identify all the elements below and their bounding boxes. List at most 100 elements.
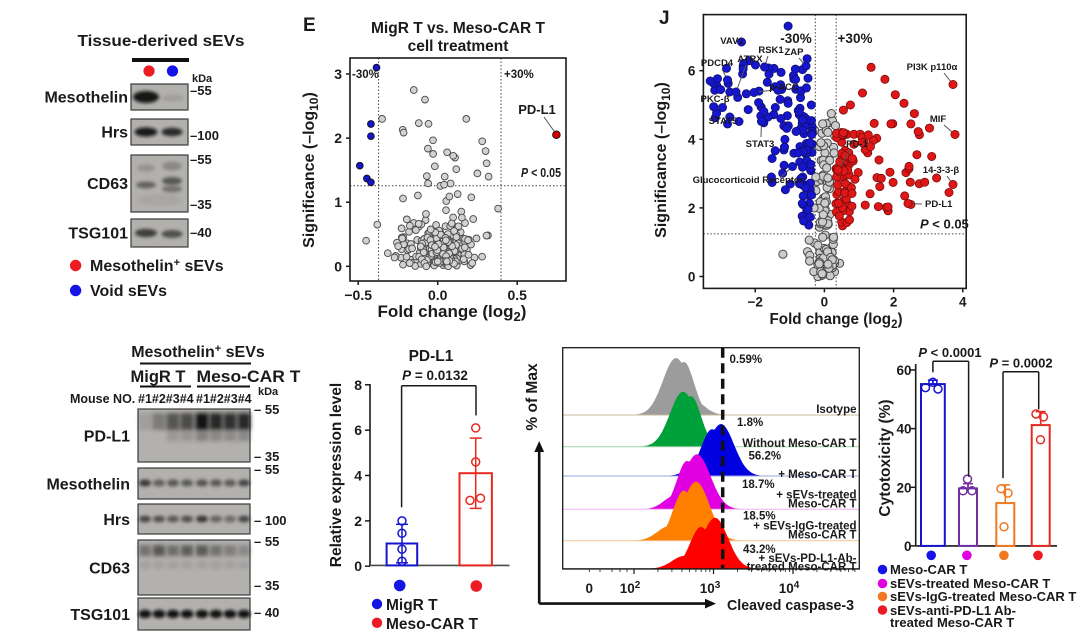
svg-text:18.7%: 18.7%: [742, 479, 775, 491]
svg-text:Mouse NO.: Mouse NO.: [70, 392, 135, 406]
svg-text:0.0: 0.0: [428, 287, 448, 303]
svg-text:3: 3: [334, 66, 342, 82]
svg-text:Tissue-derived sEVs: Tissue-derived sEVs: [78, 33, 245, 50]
svg-text:PD-1: PD-1: [846, 139, 868, 150]
svg-text:MIF: MIF: [930, 114, 947, 125]
svg-text:– 55: – 55: [254, 534, 279, 549]
svg-text:Meso-CAR T: Meso-CAR T: [788, 498, 856, 510]
svg-text:MigR T: MigR T: [131, 368, 186, 386]
svg-text:E: E: [303, 15, 316, 36]
svg-text:PKC-β: PKC-β: [700, 94, 729, 105]
svg-text:Isotype: Isotype: [816, 404, 856, 416]
svg-text:Significance (–log10): Significance (–log10): [653, 82, 673, 238]
svg-text:102: 102: [620, 580, 641, 596]
svg-text:1.8%: 1.8%: [737, 417, 763, 429]
svg-text:2: 2: [354, 513, 362, 529]
svg-text:– 35: – 35: [254, 578, 279, 593]
svg-text:Without Meso-CAR T: Without Meso-CAR T: [742, 438, 856, 450]
svg-text:Hrs: Hrs: [103, 512, 130, 529]
svg-text:0.5: 0.5: [507, 287, 527, 303]
svg-text:0: 0: [904, 539, 912, 554]
svg-text:PD-L1: PD-L1: [84, 429, 130, 446]
svg-text:STAT5: STAT5: [709, 116, 738, 127]
svg-text:43.2%: 43.2%: [743, 544, 776, 556]
svg-text:0: 0: [821, 294, 829, 309]
svg-text:sEVs-IgG-treated Meso-CAR T: sEVs-IgG-treated Meso-CAR T: [890, 589, 1076, 604]
svg-text:MigR T vs. Meso-CAR T: MigR T vs. Meso-CAR T: [371, 20, 545, 37]
svg-text:J: J: [659, 8, 670, 29]
svg-text:Relative expression level: Relative expression level: [328, 383, 345, 567]
svg-text:–55: –55: [190, 152, 212, 167]
svg-text:p-ACC: p-ACC: [769, 82, 799, 93]
svg-text:Mesothelin: Mesothelin: [46, 477, 130, 494]
svg-text:−2: −2: [747, 294, 762, 309]
svg-text:kDa: kDa: [192, 73, 213, 85]
svg-text:P < 0.05: P < 0.05: [920, 217, 969, 232]
svg-text:+30%: +30%: [838, 31, 873, 46]
svg-text:– 55: – 55: [254, 402, 279, 417]
svg-text:Hrs: Hrs: [101, 125, 128, 142]
svg-text:6: 6: [354, 422, 362, 438]
svg-text:+30%: +30%: [504, 69, 534, 81]
svg-text:Fold change (log2): Fold change (log2): [378, 302, 527, 324]
svg-text:CD63: CD63: [87, 176, 128, 193]
svg-text:Cytotoxicity (%): Cytotoxicity (%): [877, 399, 894, 516]
svg-text:60: 60: [896, 363, 911, 378]
svg-text:RSK1: RSK1: [758, 45, 784, 56]
svg-text:STAT3: STAT3: [746, 139, 775, 150]
svg-text:Meso-CAR T: Meso-CAR T: [788, 529, 856, 541]
svg-text:P < 0.05: P < 0.05: [521, 166, 561, 180]
svg-text:–100: –100: [190, 128, 219, 143]
svg-text:20: 20: [896, 480, 911, 495]
svg-text:56.2%: 56.2%: [749, 451, 782, 463]
svg-text:– 55: – 55: [254, 462, 279, 477]
svg-text:TSG101: TSG101: [70, 607, 130, 624]
svg-text:Void sEVs: Void sEVs: [90, 283, 167, 300]
svg-text:treated Meso-CAR T: treated Meso-CAR T: [747, 562, 857, 574]
svg-text:% of Max: % of Max: [524, 363, 541, 431]
svg-text:treated Meso-CAR T: treated Meso-CAR T: [890, 615, 1014, 630]
svg-text:4: 4: [354, 468, 362, 484]
svg-text:CD63: CD63: [89, 561, 130, 578]
svg-text:cell treatment: cell treatment: [408, 38, 509, 55]
svg-text:–40: –40: [190, 225, 212, 240]
svg-text:14-3-3-β: 14-3-3-β: [923, 165, 960, 176]
svg-text:4: 4: [688, 132, 696, 147]
svg-text:6: 6: [688, 64, 696, 79]
svg-text:MigR T: MigR T: [386, 597, 438, 614]
svg-text:PD-L1: PD-L1: [925, 199, 953, 210]
svg-text:0: 0: [334, 258, 342, 274]
svg-text:PDCD4: PDCD4: [701, 58, 734, 69]
svg-text:Meso-CAR T: Meso-CAR T: [890, 562, 967, 577]
svg-text:+ Meso-CAR T: + Meso-CAR T: [778, 469, 856, 481]
svg-text:PI3K p110α: PI3K p110α: [907, 62, 958, 73]
svg-text:0: 0: [354, 558, 362, 574]
svg-text:2: 2: [334, 130, 342, 146]
svg-text:40: 40: [896, 422, 911, 437]
svg-text:−0.5: −0.5: [344, 287, 372, 303]
svg-text:Glucocorticoid Receptor: Glucocorticoid Receptor: [693, 175, 804, 186]
svg-text:#1#2#3#4: #1#2#3#4: [138, 392, 194, 406]
svg-text:kDa: kDa: [258, 386, 279, 398]
svg-text:ZAP: ZAP: [785, 47, 805, 58]
svg-text:P = 0.0002: P = 0.0002: [989, 356, 1052, 371]
svg-text:ATRX: ATRX: [737, 54, 763, 65]
svg-text:1: 1: [334, 194, 342, 210]
svg-text:–35: –35: [190, 197, 212, 212]
svg-text:Fold change (log2): Fold change (log2): [770, 311, 903, 331]
svg-text:Mesothelin: Mesothelin: [44, 90, 128, 107]
svg-text:sEVs-anti-PD-L1 Ab-: sEVs-anti-PD-L1 Ab-: [890, 603, 1016, 618]
svg-text:P = 0.0132: P = 0.0132: [402, 368, 468, 383]
svg-text:P < 0.0001: P < 0.0001: [918, 345, 981, 360]
svg-text:0: 0: [586, 581, 594, 596]
svg-text:Meso-CAR T: Meso-CAR T: [386, 616, 479, 633]
svg-text:0.59%: 0.59%: [730, 354, 763, 366]
svg-text:-30%: -30%: [780, 31, 812, 46]
svg-text:2: 2: [890, 294, 898, 309]
svg-text:2: 2: [688, 201, 696, 216]
svg-text:+ sEVs-IgG-treated: + sEVs-IgG-treated: [753, 521, 856, 533]
svg-text:Cleaved caspase-3: Cleaved caspase-3: [727, 597, 854, 614]
svg-text:Significance (–log10): Significance (–log10): [301, 92, 321, 248]
svg-text:– 35: – 35: [254, 449, 279, 464]
svg-text:– 40: – 40: [254, 605, 279, 620]
